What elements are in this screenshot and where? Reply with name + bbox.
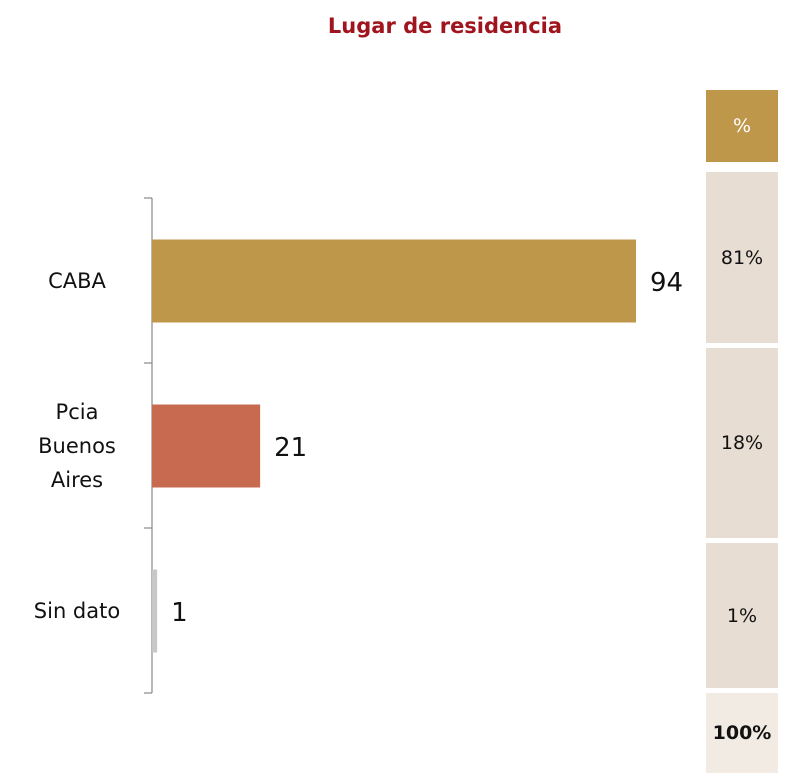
- category-label: Pcia Buenos Aires: [38, 399, 116, 492]
- bar: [152, 404, 261, 488]
- table-total: 100%: [706, 693, 778, 773]
- table-cell: 1%: [706, 543, 778, 688]
- bar: [152, 239, 636, 323]
- value-label: 21: [274, 433, 307, 463]
- table-cell: 81%: [706, 172, 778, 343]
- category-label: Sin dato: [33, 598, 121, 623]
- bar: [152, 569, 158, 653]
- value-label: 94: [650, 268, 683, 298]
- value-label: 1: [171, 598, 188, 628]
- table-header: %: [706, 90, 778, 162]
- chart-title: Lugar de residencia: [327, 14, 563, 38]
- table-cell: 18%: [706, 348, 778, 538]
- category-label: CABA: [48, 268, 106, 293]
